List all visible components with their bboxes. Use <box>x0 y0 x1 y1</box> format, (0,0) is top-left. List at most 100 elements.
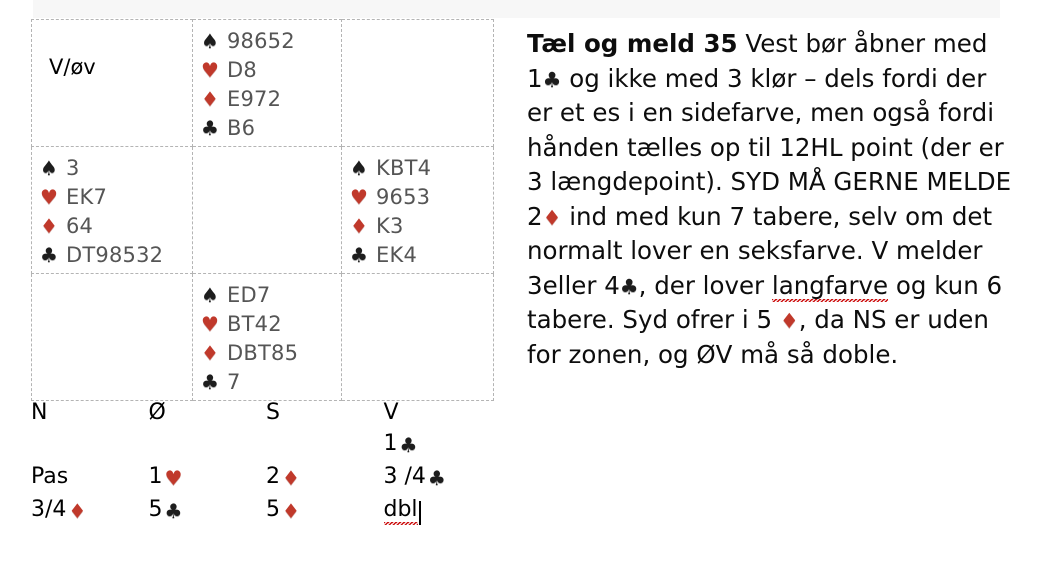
club-icon: ♣ <box>350 242 368 267</box>
club-icon: ♣ <box>201 115 219 140</box>
bidding-header-west: V <box>383 400 399 425</box>
commentary-part-6: , da NS er uden for zonen, og ØV må så d… <box>527 305 989 369</box>
hand-east-spades-ranks: KBT4 <box>376 155 432 180</box>
heart-icon: ♥ <box>350 184 368 209</box>
hand-north-spades-ranks: 98652 <box>227 28 295 53</box>
bid-cell-east-3[interactable]: 5 ♣ <box>149 497 267 522</box>
hand-west-hearts: ♥ EK7 <box>40 182 192 211</box>
hand-east-clubs: ♣ EK4 <box>350 240 493 269</box>
diamond-icon: ♦ <box>40 213 58 238</box>
hand-south-clubs-ranks: 7 <box>227 369 241 394</box>
hand-east-hearts-ranks: 9653 <box>376 184 431 209</box>
bidding-row: 1 ♣ <box>31 431 501 464</box>
commentary-title: Tæl og meld 35 <box>527 29 738 58</box>
hand-east-diamonds: ♦ K3 <box>350 211 493 240</box>
bidding-header-south: S <box>266 400 280 425</box>
bidding-rows: 1 ♣ Pas 1 ♥ 2 ♦ 3 /4 ♣ 3/4 ♦ 5 ♣ 5 ♦ dbl <box>31 431 501 530</box>
hand-west-spades-ranks: 3 <box>66 155 80 180</box>
bidding-row: 3/4 ♦ 5 ♣ 5 ♦ dbl <box>31 497 501 530</box>
hand-south-diamonds-ranks: DBT85 <box>227 340 299 365</box>
bid-level: 1 <box>148 464 163 489</box>
spade-icon: ♠ <box>201 282 219 307</box>
hand-south-hearts-ranks: BT42 <box>227 311 282 336</box>
heart-icon: ♥ <box>164 465 183 490</box>
hand-south-hearts: ♥ BT42 <box>201 309 341 338</box>
bid-level: 3/4 <box>31 497 67 522</box>
bidding-header-north: N <box>31 400 48 425</box>
bid-level: 3 /4 <box>383 464 426 489</box>
bid-level: 1 <box>383 431 398 456</box>
bid-level: Pas <box>31 464 69 489</box>
club-icon: ♣ <box>542 67 562 92</box>
hand-north-clubs-ranks: B6 <box>227 115 256 140</box>
deal-diagram: V/øv ♠ 98652 ♥ D8 ♦ E972 <box>31 19 494 401</box>
bidding-table[interactable]: N Ø S V 1 ♣ Pas 1 ♥ 2 ♦ 3 /4 ♣ 3/4 ♦ 5 ♣ 5 ♦ dbl <box>31 400 501 530</box>
misspelled-word[interactable]: langfarve <box>771 270 889 302</box>
hand-south-diamonds: ♦ DBT85 <box>201 338 341 367</box>
hand-cell-east[interactable]: ♠ KBT4 ♥ 9653 ♦ K3 ♣ EK4 <box>341 146 494 274</box>
hand-north-clubs: ♣ B6 <box>201 113 341 142</box>
bid-level: 5 <box>148 497 163 522</box>
diamond-icon: ♦ <box>350 213 368 238</box>
bid-cell-south-2[interactable]: 2 ♦ <box>266 464 384 489</box>
deal-table: V/øv ♠ 98652 ♥ D8 ♦ E972 <box>31 19 494 401</box>
commentary-part-1: Vest bør åbner med 1 <box>527 29 988 93</box>
empty-cell-top-right <box>341 19 494 147</box>
bid-cell-west-1[interactable]: 1 ♣ <box>384 431 502 456</box>
club-icon: ♣ <box>427 465 446 490</box>
bid-cell-south-3[interactable]: 5 ♦ <box>266 497 384 522</box>
hand-west-spades: ♠ 3 <box>40 153 192 182</box>
heart-icon: ♥ <box>201 57 219 82</box>
bid-level: 5 <box>266 497 280 522</box>
club-icon: ♣ <box>399 432 418 457</box>
hand-west-hearts-ranks: EK7 <box>66 184 108 209</box>
hand-cell-north[interactable]: ♠ 98652 ♥ D8 ♦ E972 ♣ B6 <box>192 19 342 147</box>
commentary-text[interactable]: Tæl og meld 35 Vest bør åbner med 1♣ og … <box>527 27 1019 372</box>
club-icon: ♣ <box>619 274 639 299</box>
diamond-icon: ♦ <box>68 498 87 523</box>
commentary-part-5: og kun 6 tabere. Syd ofrer i 5 <box>527 270 1003 335</box>
hand-cell-south[interactable]: ♠ ED7 ♥ BT42 ♦ DBT85 ♣ 7 <box>192 273 342 401</box>
bid-cell-west-2[interactable]: 3 /4 ♣ <box>384 464 502 489</box>
hand-north: ♠ 98652 ♥ D8 ♦ E972 ♣ B6 <box>193 20 341 142</box>
commentary-part-3: ind med kun 7 tabere, selv om det normal… <box>527 201 993 300</box>
hand-east-spades: ♠ KBT4 <box>350 153 493 182</box>
bid-level: 2 <box>266 464 280 489</box>
hand-west-diamonds: ♦ 64 <box>40 211 192 240</box>
diamond-icon: ♦ <box>282 498 300 523</box>
hand-cell-west[interactable]: ♠ 3 ♥ EK7 ♦ 64 ♣ DT98532 <box>31 146 193 274</box>
hand-north-hearts: ♥ D8 <box>201 55 341 84</box>
bid-cell-west-3[interactable]: dbl <box>383 497 502 525</box>
club-icon: ♣ <box>40 242 58 267</box>
diamond-icon: ♦ <box>201 86 219 111</box>
spade-icon: ♠ <box>40 155 58 180</box>
hand-west-clubs-ranks: DT98532 <box>66 242 164 267</box>
bidding-header-row: N Ø S V <box>31 400 501 431</box>
empty-cell-center <box>192 146 342 274</box>
diamond-icon: ♦ <box>282 465 300 490</box>
empty-cell-bottom-right <box>341 273 494 401</box>
hand-north-diamonds-ranks: E972 <box>227 86 282 111</box>
spade-icon: ♠ <box>201 28 219 53</box>
hand-east-diamonds-ranks: K3 <box>376 213 404 238</box>
hand-east: ♠ KBT4 ♥ 9653 ♦ K3 ♣ EK4 <box>342 147 493 269</box>
bidding-row: Pas 1 ♥ 2 ♦ 3 /4 ♣ <box>31 464 501 497</box>
hand-west-clubs: ♣ DT98532 <box>40 240 192 269</box>
diamond-icon: ♦ <box>779 309 799 333</box>
bid-cell-east-2[interactable]: 1 ♥ <box>149 464 267 489</box>
bidding-header-east: Ø <box>148 400 166 425</box>
hand-north-spades: ♠ 98652 <box>201 26 341 55</box>
page-top-band <box>33 0 1000 18</box>
hand-east-hearts: ♥ 9653 <box>350 182 493 211</box>
hand-east-clubs-ranks: EK4 <box>376 242 418 267</box>
club-icon: ♣ <box>201 369 219 394</box>
deal-row-middle: ♠ 3 ♥ EK7 ♦ 64 ♣ DT98532 <box>31 146 494 274</box>
hand-south-spades: ♠ ED7 <box>201 280 341 309</box>
commentary-part-2: og ikke med 3 klør – dels fordi der er e… <box>527 63 1012 231</box>
bid-cell-north-3[interactable]: 3/4 ♦ <box>31 497 149 522</box>
bid-cell-north-2[interactable]: Pas <box>31 464 149 489</box>
commentary-part-4: , der lover <box>638 270 772 300</box>
hand-south: ♠ ED7 ♥ BT42 ♦ DBT85 ♣ 7 <box>193 274 341 396</box>
heart-icon: ♥ <box>40 184 58 209</box>
spade-icon: ♠ <box>350 155 368 180</box>
